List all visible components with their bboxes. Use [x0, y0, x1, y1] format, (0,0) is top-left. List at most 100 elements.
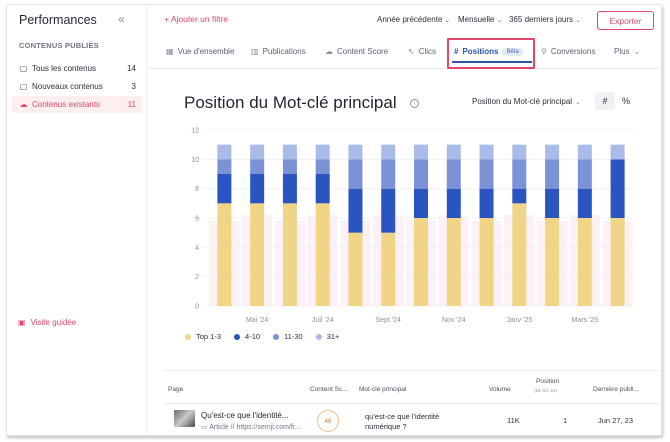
legend-item-11-30[interactable]: 11-30 [273, 332, 303, 341]
bar-segment-4-10[interactable] [610, 159, 625, 218]
bar-segment-4-10[interactable] [348, 188, 363, 233]
double-chevron-left-icon[interactable]: « [118, 12, 125, 26]
bar-segment-31-[interactable] [414, 144, 428, 160]
bar-segment-top-1-3[interactable] [348, 232, 363, 306]
bar-segment-11-30[interactable] [512, 159, 527, 189]
column-header-keyword[interactable]: Mot-clé principal [359, 386, 407, 393]
toggle-count[interactable]: # [595, 92, 615, 110]
bar-segment-31-[interactable] [250, 144, 265, 160]
bar-segment-11-30[interactable] [545, 159, 560, 189]
tab-label: Publications [262, 47, 306, 56]
legend-label: Top 1-3 [196, 332, 222, 341]
bar-segment-31-[interactable] [381, 144, 396, 160]
legend-item-31-plus[interactable]: 31+ [315, 332, 339, 341]
bar-segment-top-1-3[interactable] [250, 203, 265, 306]
bar-segment-31-[interactable] [512, 144, 527, 160]
sidebar-item-all-contents[interactable]: ▢ Tous les contenus 14 [12, 60, 142, 77]
bar-segment-4-10[interactable] [512, 188, 527, 204]
bar-segment-4-10[interactable] [250, 174, 265, 204]
bar-segment-top-1-3[interactable] [446, 218, 461, 306]
bar-segment-31-[interactable] [315, 144, 330, 160]
table-header-border [164, 403, 661, 404]
bar-segment-31-[interactable] [545, 144, 560, 160]
chevron-down-icon: ⌄ [575, 99, 581, 106]
sidebar-item-existing-contents[interactable]: ☁ Contenus existants 11 [12, 96, 142, 113]
bar-segment-top-1-3[interactable] [381, 232, 396, 306]
bar-segment-11-30[interactable] [381, 159, 396, 189]
bar-segment-top-1-3[interactable] [315, 203, 330, 306]
tab-more[interactable]: Plus ⌄ [614, 47, 640, 56]
y-tick-label: 6 [195, 216, 199, 223]
granularity-value: Mensuelle [458, 15, 495, 24]
bar-segment-top-1-3[interactable] [610, 218, 625, 306]
bar-segment-top-1-3[interactable] [414, 218, 428, 306]
tab-positions[interactable]: # Positions Bêta [454, 47, 523, 56]
bar-segment-31-[interactable] [348, 144, 363, 160]
chevron-down-icon: ⌄ [496, 17, 503, 24]
tab-publications[interactable]: ▥ Publications [251, 47, 306, 56]
bar-segment-4-10[interactable] [479, 188, 494, 218]
x-tick-label: Sept '24 [375, 317, 401, 324]
bar-segment-11-30[interactable] [217, 159, 232, 174]
column-header-last-published[interactable]: Dernière publi... [593, 386, 639, 393]
sidebar-item-new-contents[interactable]: ▢ Nouveaux contenus 3 [12, 78, 142, 95]
row-title[interactable]: Qu'est-ce que l'identité... [201, 411, 289, 420]
bar-segment-11-30[interactable] [250, 159, 265, 174]
bar-segment-31-[interactable] [217, 144, 232, 160]
guided-tour-link[interactable]: ▣ Visite guidée [18, 318, 76, 327]
bar-segment-4-10[interactable] [414, 188, 428, 218]
bar-segment-11-30[interactable] [315, 159, 330, 174]
granularity-select[interactable]: Mensuelle ⌄ [458, 15, 502, 24]
tab-clicks[interactable]: ↖ Clics [408, 47, 436, 56]
bar-segment-top-1-3[interactable] [545, 218, 560, 306]
column-header-content-score[interactable]: Content Sc... [310, 386, 348, 393]
metric-select[interactable]: Position du Mot-clé principal ⌄ [472, 97, 581, 106]
column-header-position[interactable]: Position [536, 378, 560, 385]
bar-segment-top-1-3[interactable] [577, 218, 592, 306]
bar-segment-4-10[interactable] [315, 174, 330, 204]
info-icon[interactable]: i [410, 99, 419, 108]
row-url[interactable]: https://semji.com/fr... [236, 424, 301, 431]
table-top-border [164, 370, 661, 371]
column-header-volume[interactable]: Volume [489, 386, 511, 393]
bar-segment-4-10[interactable] [446, 188, 461, 218]
bar-segment-31-[interactable] [446, 144, 461, 160]
date-range-select[interactable]: 365 derniers jours ⌄ [509, 15, 581, 24]
bar-segment-11-30[interactable] [348, 159, 363, 189]
add-filter-button[interactable]: + Ajouter un filtre [164, 14, 229, 24]
toggle-percent[interactable]: % [621, 96, 630, 106]
sidebar-item-count: 11 [127, 100, 136, 109]
bar-segment-top-1-3[interactable] [282, 203, 297, 306]
bar-segment-11-30[interactable] [282, 159, 297, 174]
bar-segment-11-30[interactable] [479, 159, 494, 189]
bar-segment-4-10[interactable] [545, 188, 560, 218]
bar-segment-31-[interactable] [577, 144, 592, 160]
bar-segment-11-30[interactable] [577, 159, 592, 189]
bar-segment-31-[interactable] [479, 144, 494, 160]
bar-segment-4-10[interactable] [577, 188, 592, 218]
tab-bar [148, 37, 661, 69]
positions-chart: 0 2 4 6 8 10 12 Mai '24 Juil '24 Sept '24 Nov '24 J… [191, 128, 634, 324]
legend-item-4-10[interactable]: 4-10 [234, 332, 260, 341]
bar-segment-11-30[interactable] [446, 159, 461, 189]
bar-segment-11-30[interactable] [414, 159, 428, 189]
tab-conversions[interactable]: ⚲ Conversions [541, 47, 595, 56]
bar-segment-31-[interactable] [282, 144, 297, 160]
tab-overview[interactable]: ▦ Vue d'ensemble [166, 47, 234, 56]
content-thumbnail [174, 410, 195, 427]
export-button[interactable]: Exporter [597, 11, 654, 30]
bar-segment-31-[interactable] [610, 144, 625, 160]
bar-segment-top-1-3[interactable] [479, 218, 494, 306]
compare-period-select[interactable]: Année précédente ⌄ [377, 15, 450, 24]
compare-period-value: Année précédente [377, 15, 443, 24]
bar-segment-4-10[interactable] [381, 188, 396, 233]
row-type: Article [209, 424, 229, 431]
bar-chart-icon: ▥ [251, 47, 259, 56]
bar-segment-4-10[interactable] [217, 174, 232, 204]
legend-item-top-1-3[interactable]: Top 1-3 [185, 332, 221, 341]
bar-segment-top-1-3[interactable] [217, 203, 232, 306]
tab-content-score[interactable]: ☁ Content Score [325, 47, 388, 56]
bar-segment-top-1-3[interactable] [512, 203, 527, 306]
bar-segment-4-10[interactable] [282, 174, 297, 204]
column-header-page[interactable]: Page [168, 386, 184, 393]
